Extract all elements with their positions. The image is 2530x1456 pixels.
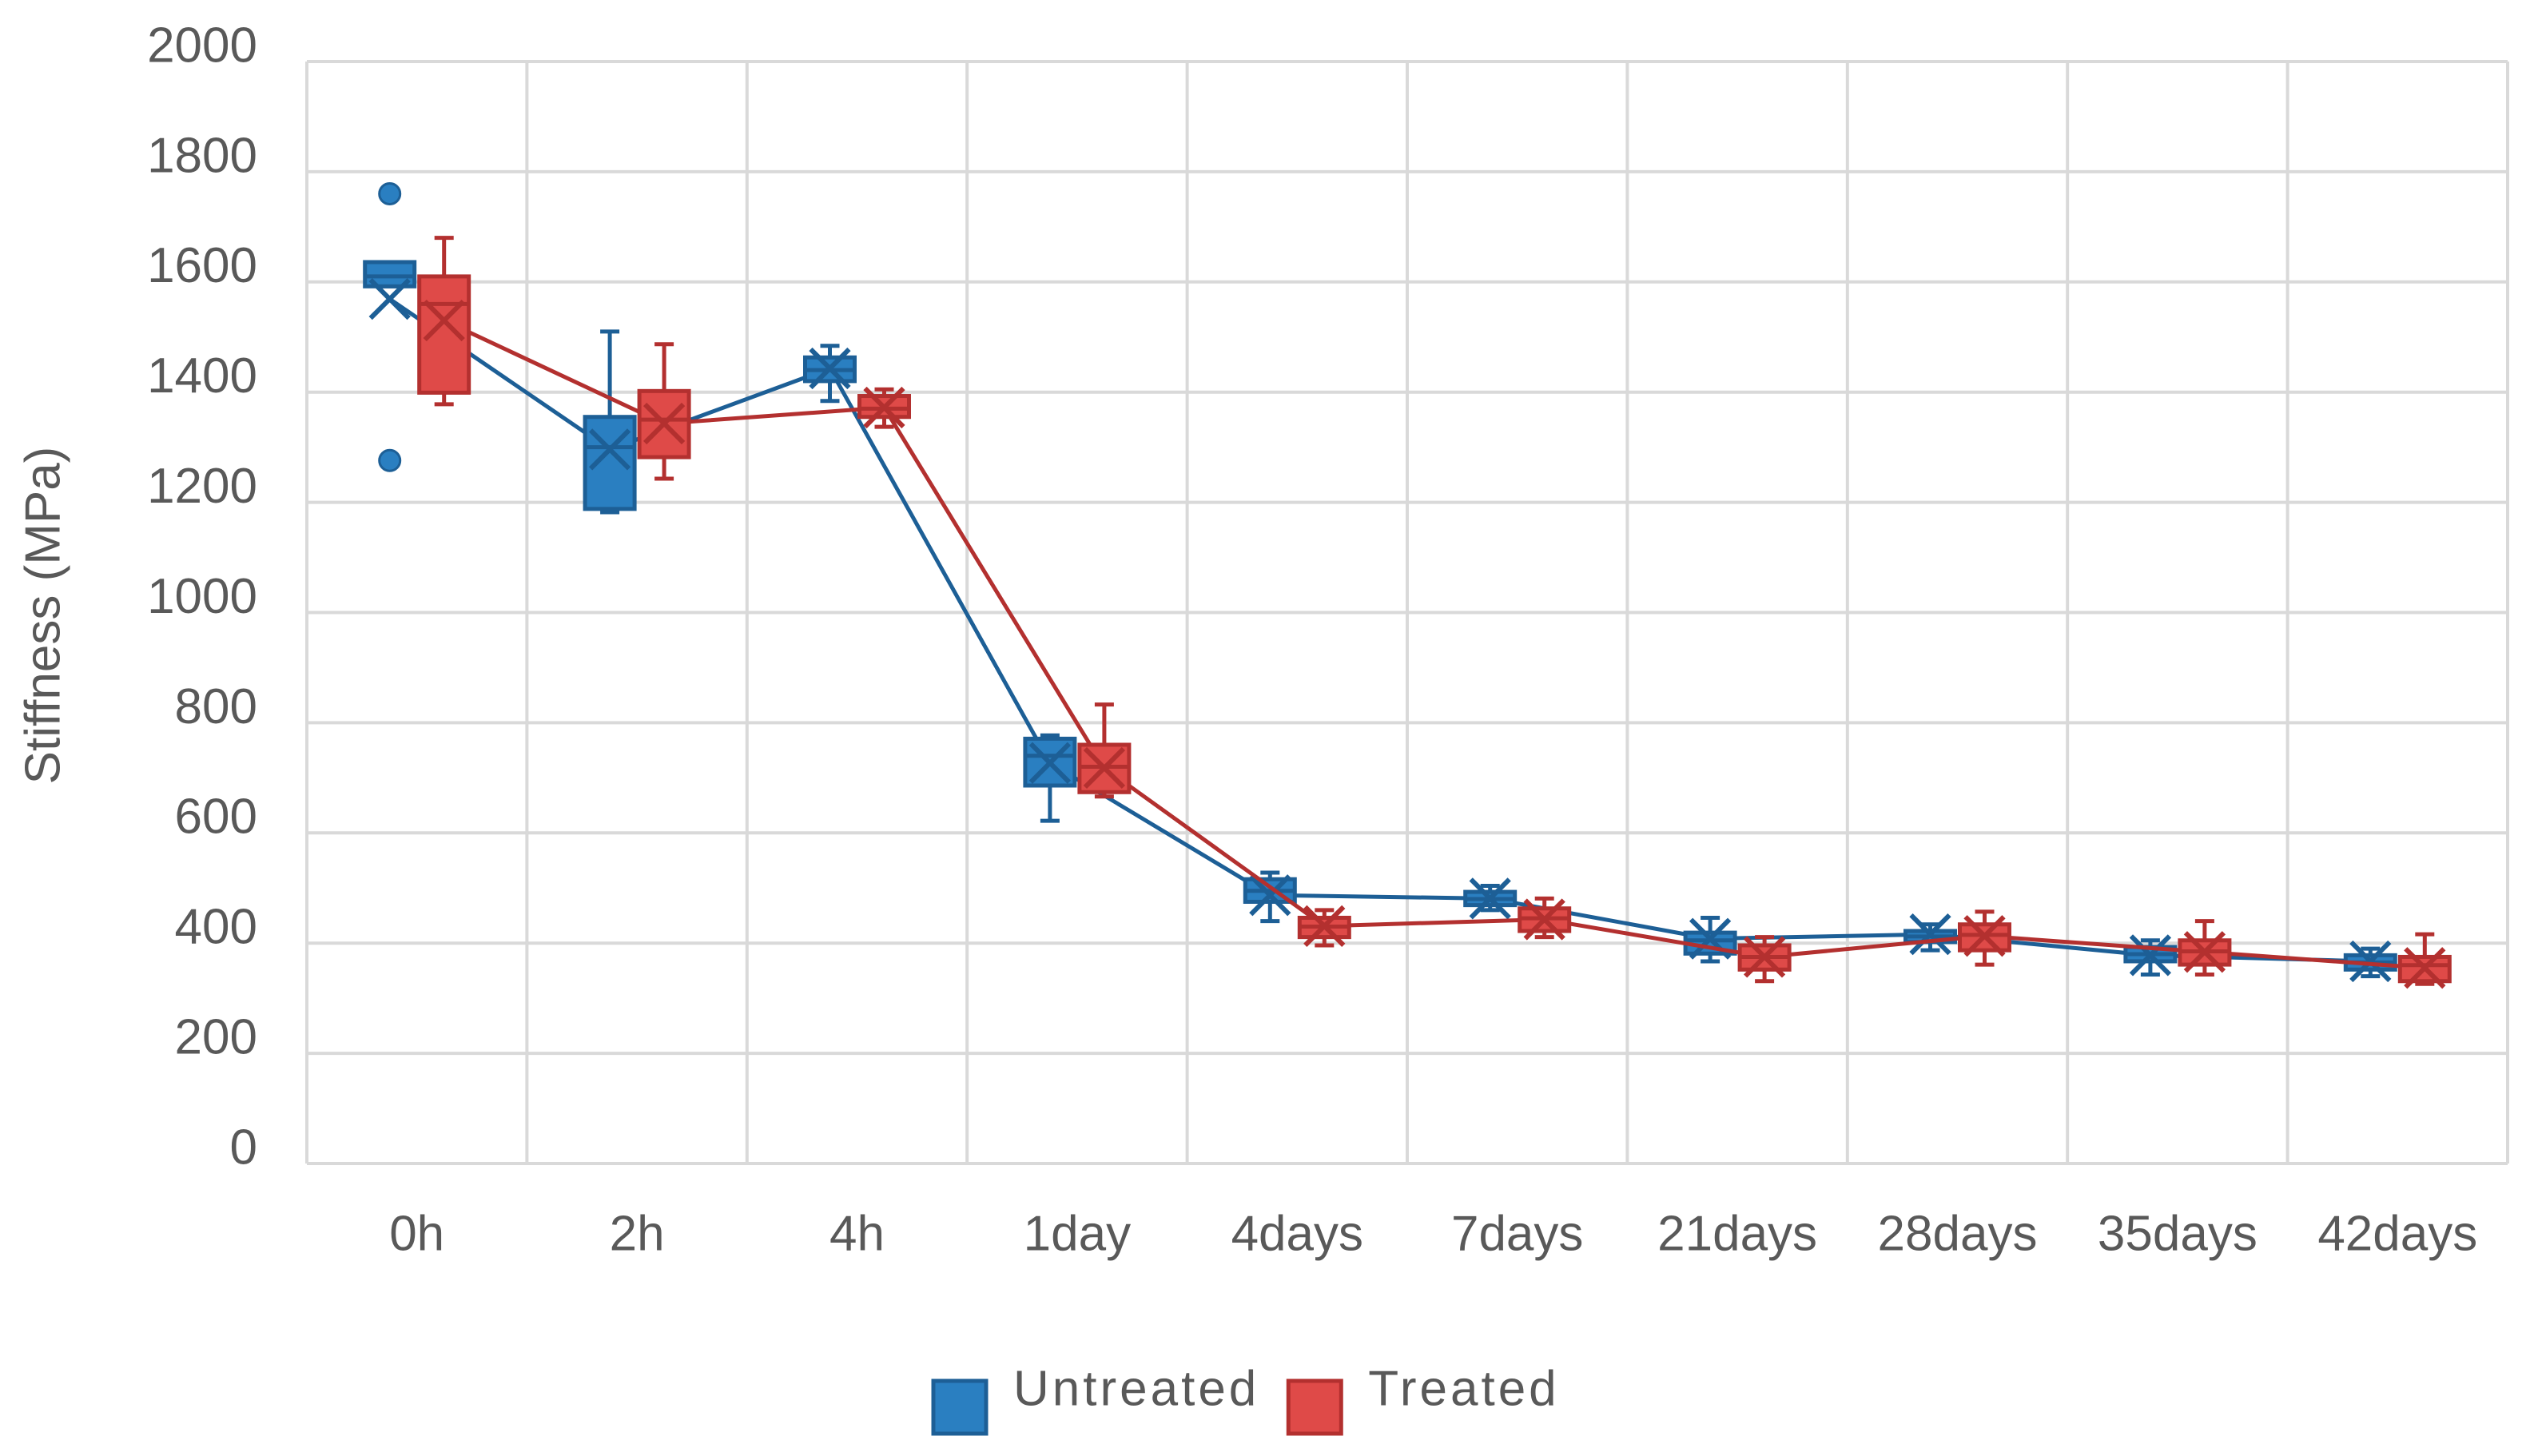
mean-marker	[2129, 934, 2172, 977]
mean-marker	[423, 299, 465, 342]
x-tick-label: 1day	[1024, 1206, 1131, 1261]
x-tick-label: 4h	[829, 1206, 885, 1261]
y-tick-label: 1000	[147, 569, 257, 624]
x-tick-label: 4days	[1231, 1206, 1363, 1261]
x-tick-label: 28days	[1878, 1206, 2038, 1261]
y-tick-label: 600	[175, 790, 257, 845]
y-tick-label: 800	[175, 679, 257, 734]
mean-marker	[588, 428, 631, 471]
x-tick-label: 0h	[389, 1206, 444, 1261]
y-tick-label: 1200	[147, 459, 257, 514]
outlier	[378, 181, 402, 205]
x-tick-label: 35days	[2098, 1206, 2258, 1261]
y-tick-label: 2000	[147, 18, 257, 73]
mean-marker	[1743, 936, 1786, 978]
mean-marker	[2349, 940, 2392, 983]
box	[857, 394, 911, 420]
mean-marker	[1963, 915, 2006, 957]
mean-marker	[2183, 931, 2226, 973]
box	[1958, 922, 2011, 953]
y-tick-label: 200	[175, 1009, 257, 1064]
box	[363, 260, 417, 288]
mean-marker	[809, 347, 851, 390]
mean-marker	[642, 402, 686, 445]
y-tick-label: 1400	[147, 348, 257, 404]
mean-marker	[1303, 905, 1346, 947]
x-tick-label: 2h	[610, 1206, 665, 1261]
mean-line	[443, 318, 2425, 970]
mean-marker	[1523, 898, 1565, 941]
mean-marker	[2404, 947, 2446, 989]
mean-marker	[1469, 877, 1511, 920]
x-tick-label: 21days	[1657, 1206, 1817, 1261]
mean-marker	[368, 278, 411, 320]
y-tick-label: 400	[175, 900, 257, 955]
y-tick-label: 0	[230, 1120, 257, 1175]
legend-swatch	[931, 1378, 989, 1436]
legend-swatch	[1286, 1378, 1343, 1436]
mean-marker	[1083, 746, 1126, 790]
mean-line	[388, 297, 2371, 964]
outlier	[378, 448, 402, 472]
mean-marker	[1909, 913, 1951, 956]
x-tick-label: 42days	[2317, 1206, 2477, 1261]
x-tick-label: 7days	[1451, 1206, 1583, 1261]
mean-marker	[863, 386, 905, 429]
legend-label: Untreated	[1013, 1361, 1259, 1416]
y-tick-label: 1800	[147, 128, 257, 183]
y-tick-label: 1600	[147, 238, 257, 293]
legend-label: Treated	[1368, 1361, 1559, 1416]
y-axis-title: Stiffness (MPa)	[15, 447, 70, 785]
mean-marker	[1028, 742, 1072, 784]
mean-marker	[1249, 874, 1291, 917]
